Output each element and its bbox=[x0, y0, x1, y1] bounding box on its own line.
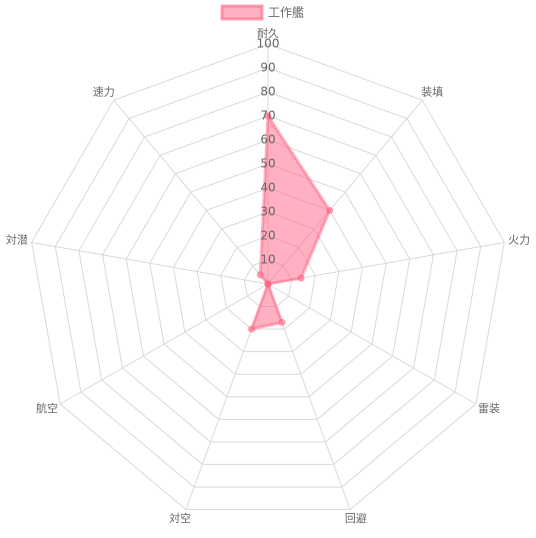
grid-ring bbox=[102, 115, 434, 443]
category-label: 対空 bbox=[169, 511, 191, 525]
tick-label: 40 bbox=[260, 181, 275, 195]
data-point bbox=[297, 274, 305, 282]
grid-ring bbox=[31, 43, 505, 511]
spoke bbox=[59, 283, 269, 405]
category-label: 速力 bbox=[93, 85, 115, 98]
tick-label: 30 bbox=[260, 205, 275, 219]
tick-label: 50 bbox=[260, 157, 275, 171]
category-label: 装填 bbox=[421, 84, 443, 98]
grid-ring bbox=[149, 163, 387, 398]
spoke bbox=[31, 241, 269, 285]
tick-label: 90 bbox=[260, 61, 275, 75]
grid-ring bbox=[172, 187, 364, 375]
data-point bbox=[264, 280, 272, 288]
tick-label: 60 bbox=[260, 133, 275, 147]
category-label: 火力 bbox=[508, 234, 530, 247]
spoke bbox=[267, 283, 477, 405]
data-point bbox=[326, 206, 334, 214]
tick-label: 100 bbox=[257, 37, 280, 51]
data-point bbox=[264, 112, 272, 120]
grid-ring bbox=[78, 91, 458, 465]
legend-label: 工作艦 bbox=[268, 6, 304, 20]
tick-label: 70 bbox=[260, 109, 275, 123]
tick-label: 10 bbox=[260, 253, 275, 267]
category-label: 回避 bbox=[345, 511, 367, 525]
grid-ring bbox=[54, 67, 482, 488]
category-label: 対潜 bbox=[6, 233, 28, 247]
spoke bbox=[267, 241, 505, 285]
spoke bbox=[113, 99, 269, 285]
tick-label: 80 bbox=[260, 85, 275, 99]
data-point bbox=[256, 271, 264, 279]
legend-swatch bbox=[220, 4, 264, 21]
grid-ring bbox=[125, 139, 411, 420]
category-label: 耐久 bbox=[257, 27, 279, 40]
category-label: 雷装 bbox=[478, 402, 500, 415]
data-point bbox=[278, 318, 286, 326]
grid-ring bbox=[196, 211, 340, 353]
tick-label: 20 bbox=[260, 229, 275, 243]
category-label: 航空 bbox=[36, 401, 58, 415]
data-point bbox=[248, 325, 256, 333]
